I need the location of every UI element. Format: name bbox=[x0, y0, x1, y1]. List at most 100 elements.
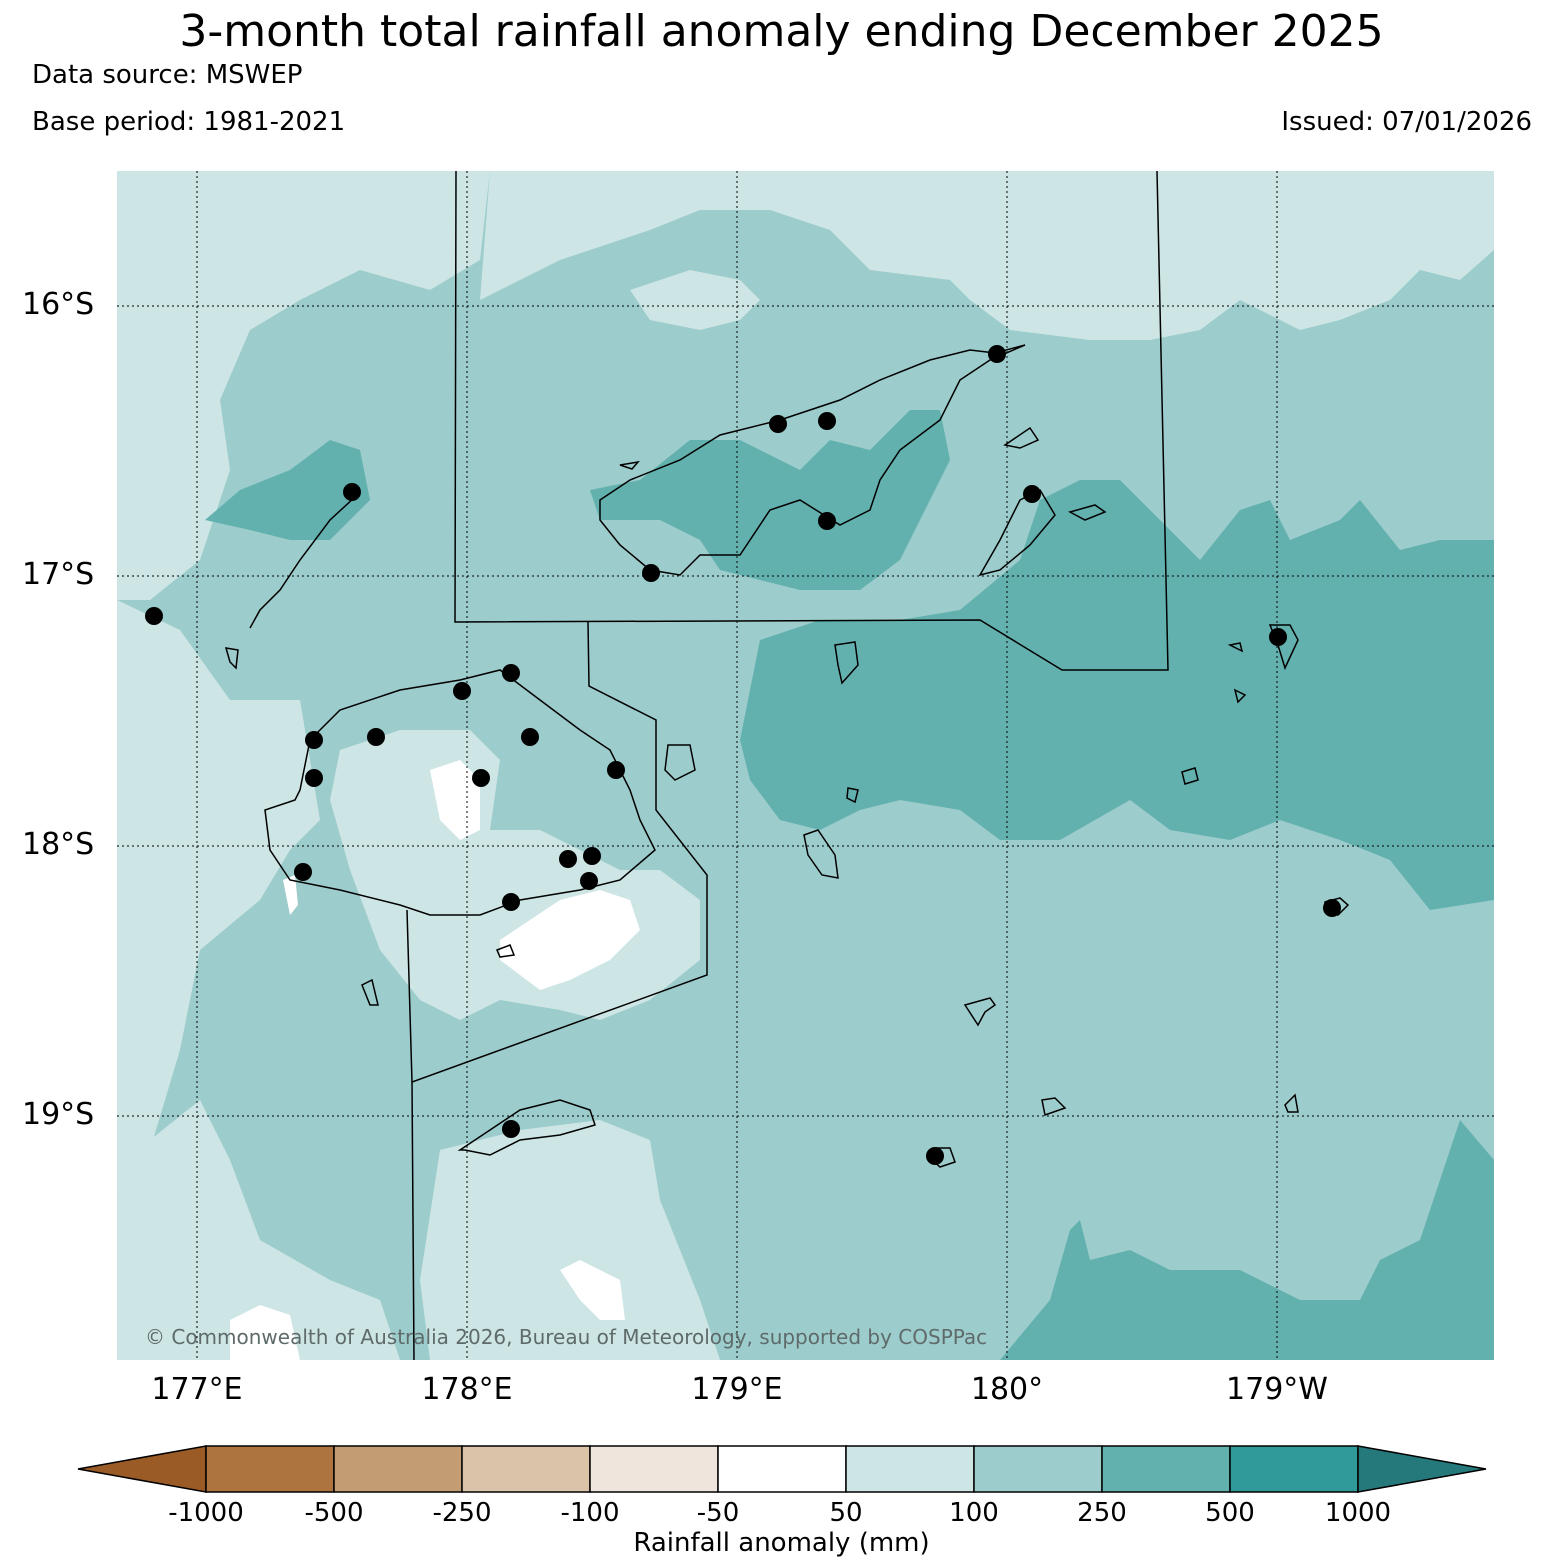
anomaly-50-100-west bbox=[117, 171, 490, 1200]
data-source-label: Data source: MSWEP bbox=[32, 60, 303, 90]
station-markers bbox=[145, 345, 1341, 1165]
rainfall-anomaly-field bbox=[117, 171, 1494, 1360]
copyright-notice: © Commonwealth of Australia 2026, Bureau… bbox=[145, 1325, 988, 1349]
colorbar-swatch bbox=[461, 1445, 591, 1493]
totoya-island bbox=[1041, 1097, 1067, 1116]
lat-label-17s: 17°S bbox=[22, 557, 95, 592]
viti-levu-coast bbox=[264, 669, 656, 916]
colorbar-tick: 100 bbox=[949, 1498, 999, 1528]
graticule bbox=[117, 171, 1494, 1360]
colorbar-swatch bbox=[1101, 1445, 1231, 1493]
colorbar-tick: -500 bbox=[304, 1498, 364, 1528]
qamea-island bbox=[1067, 504, 1107, 521]
colorbar-swatch bbox=[1229, 1445, 1359, 1493]
colorbar-swatch bbox=[717, 1445, 847, 1493]
station-marker bbox=[580, 872, 598, 890]
gau-island bbox=[664, 744, 696, 781]
colorbar-tick: 250 bbox=[1077, 1498, 1127, 1528]
cicia-island bbox=[1181, 767, 1199, 785]
colorbar-tick: 50 bbox=[829, 1498, 863, 1528]
yasawa-chain bbox=[249, 496, 356, 629]
colorbar-swatch bbox=[205, 1445, 335, 1493]
lat-label-18s: 18°S bbox=[22, 827, 95, 862]
beqa-island bbox=[496, 944, 516, 958]
anomaly-250-500-east bbox=[740, 480, 1494, 910]
anomaly-50-100-north-pocket bbox=[630, 270, 760, 330]
station-marker bbox=[145, 607, 163, 625]
station-marker bbox=[502, 664, 520, 682]
anomaly-neutral-east-viti bbox=[500, 890, 640, 990]
station-marker bbox=[305, 731, 323, 749]
taveuni-coast bbox=[978, 489, 1056, 577]
anomaly-250-500-southeast bbox=[1000, 1120, 1494, 1360]
anomaly-neutral-southwest bbox=[230, 1305, 300, 1360]
colorbar bbox=[77, 1445, 1487, 1493]
lon-label-179w: 179°W bbox=[1226, 1372, 1328, 1407]
colorbar-label: Rainfall anomaly (mm) bbox=[633, 1528, 930, 1558]
lon-label-178e: 178°E bbox=[421, 1372, 513, 1407]
lat-label-19s: 19°S bbox=[22, 1097, 95, 1132]
anomaly-neutral-small bbox=[283, 875, 298, 915]
lon-label-180: 180° bbox=[970, 1372, 1044, 1407]
station-marker bbox=[642, 564, 660, 582]
wakaya-island bbox=[1233, 688, 1247, 704]
station-marker bbox=[769, 415, 787, 433]
station-marker bbox=[472, 769, 490, 787]
station-marker bbox=[988, 345, 1006, 363]
colorbar-extend-high bbox=[1357, 1445, 1487, 1493]
mamanuca-island bbox=[224, 647, 239, 670]
kadavu-coast bbox=[457, 1099, 596, 1156]
station-marker bbox=[367, 728, 385, 746]
colorbar-swatch bbox=[333, 1445, 463, 1493]
colorbar-tick: -50 bbox=[696, 1498, 740, 1528]
anomaly-250-500-northwest bbox=[205, 440, 370, 540]
station-marker bbox=[294, 863, 312, 881]
colorbar-swatch bbox=[845, 1445, 975, 1493]
colorbar-swatch bbox=[973, 1445, 1103, 1493]
station-marker bbox=[1323, 899, 1341, 917]
station-marker bbox=[1269, 628, 1287, 646]
station-marker bbox=[607, 761, 625, 779]
vanua-levu-coast bbox=[599, 344, 1026, 576]
station-marker bbox=[583, 847, 601, 865]
anomaly-50-100-north bbox=[480, 171, 1494, 340]
base-period-label: Base period: 1981-2021 bbox=[32, 107, 346, 137]
coastlines bbox=[224, 344, 1350, 1168]
colorbar-tick: 500 bbox=[1205, 1498, 1255, 1528]
ovalau-island bbox=[803, 829, 839, 879]
colorbar-tick: -1000 bbox=[168, 1498, 244, 1528]
colorbar-tick: -250 bbox=[432, 1498, 492, 1528]
station-marker bbox=[453, 682, 471, 700]
anomaly-250-500-south-spot bbox=[250, 950, 320, 995]
station-marker bbox=[502, 1120, 520, 1138]
station-marker bbox=[502, 893, 520, 911]
lon-label-177e: 177°E bbox=[151, 1372, 243, 1407]
station-marker bbox=[926, 1147, 944, 1165]
colorbar-extend-low bbox=[77, 1445, 207, 1493]
fulaga-island bbox=[1284, 1093, 1299, 1113]
station-marker bbox=[343, 483, 361, 501]
station-marker bbox=[559, 850, 577, 868]
issued-date-label: Issued: 07/01/2026 bbox=[1281, 107, 1532, 137]
anomaly-250-500-vanua-levu bbox=[590, 410, 950, 590]
station-marker bbox=[818, 512, 836, 530]
anomaly-50-100-south bbox=[117, 1100, 720, 1360]
colorbar-tick: -100 bbox=[560, 1498, 620, 1528]
kambara-island bbox=[963, 997, 997, 1027]
yadua-island bbox=[619, 460, 640, 470]
station-marker bbox=[1023, 485, 1041, 503]
matuku-island bbox=[361, 978, 379, 1006]
moala-island bbox=[846, 787, 859, 804]
station-marker bbox=[305, 769, 323, 787]
map-title: 3-month total rainfall anomaly ending De… bbox=[179, 6, 1384, 57]
naitauba-island bbox=[1227, 642, 1244, 653]
division-boundaries bbox=[406, 171, 1169, 1360]
colorbar-tick: 1000 bbox=[1324, 1498, 1392, 1528]
lat-label-16s: 16°S bbox=[22, 287, 95, 322]
lon-label-179e: 179°E bbox=[691, 1372, 783, 1407]
station-marker bbox=[521, 728, 539, 746]
koro-island bbox=[834, 641, 859, 685]
colorbar-swatch bbox=[589, 1445, 719, 1493]
station-marker bbox=[818, 412, 836, 430]
